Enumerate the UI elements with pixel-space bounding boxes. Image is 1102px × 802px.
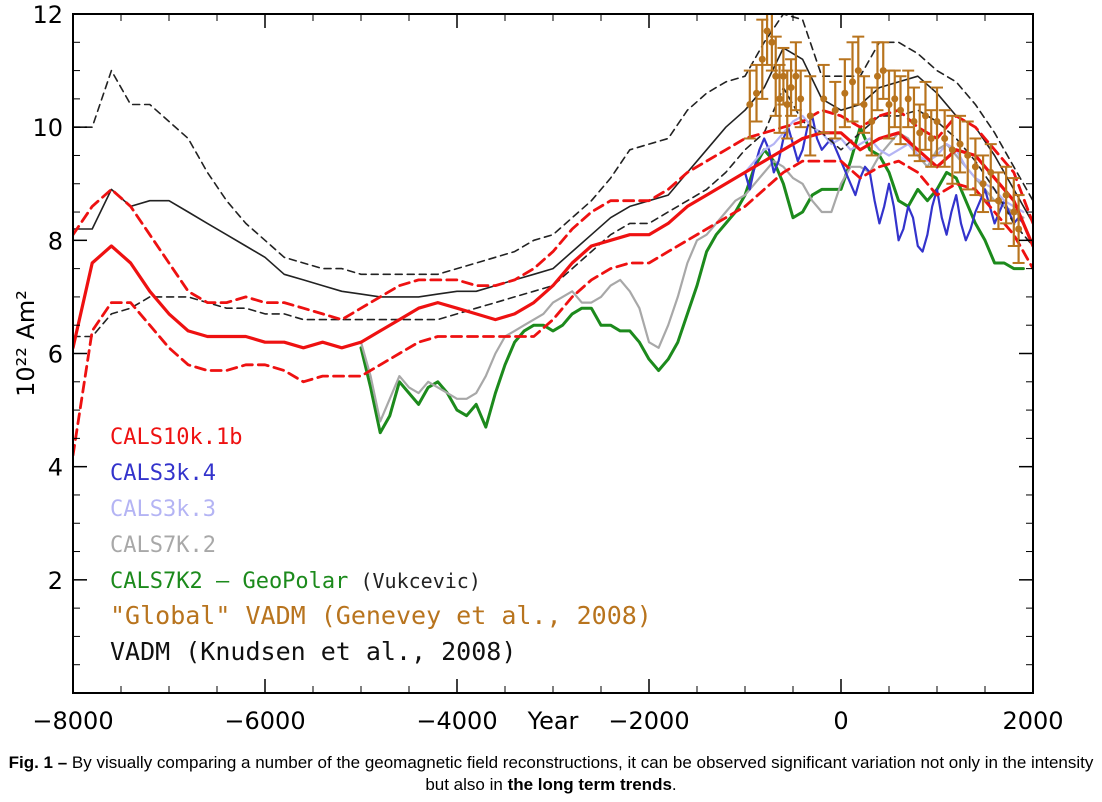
data-point [860,101,868,109]
data-point [873,72,881,80]
series-cals3k-3 [743,114,1025,214]
chart: −8000 −6000 −4000 −2000 0 2000 2 4 6 8 10 12 10²² A… [12,1,1064,735]
caption-label: Fig. 1 – [8,753,68,772]
ticks-layer: −8000 −6000 −4000 −2000 0 2000 2 4 6 8 10 12 [32,1,1063,735]
series-cals7k2-geopolar-vukcevic [359,125,1025,435]
data-point [1002,191,1010,199]
data-point [971,163,979,171]
legend-entry: CALS7K2 – GeoPolar (Vukcevic) [110,569,481,594]
x-tick-label: 2000 [1002,707,1063,735]
data-point [933,118,941,126]
data-point [921,112,929,120]
caption-end: . [671,775,677,794]
data-point [868,118,876,126]
data-point [956,140,964,148]
series-cals7k-2 [359,131,1025,423]
figure-caption: Fig. 1 – By visually comparing a number … [0,752,1102,796]
x-axis-label: Year [527,707,579,735]
series-cals10k-1b-upper-bound [73,108,1033,321]
data-point [941,134,949,142]
data-point [979,180,987,188]
data-point [797,95,805,103]
data-point [831,106,839,114]
data-point [891,95,899,103]
series-cals10k-1b [73,131,1033,350]
legend-entry: CALS7K.2 [110,533,216,558]
y-tick-label: 12 [32,1,63,29]
data-point [841,89,849,97]
data-point [768,38,776,46]
data-point [792,72,800,80]
legend-entry: CALS3k.3 [110,497,216,522]
data-point [854,67,862,75]
data-point [758,55,766,63]
data-point [753,89,761,97]
data-point [987,168,995,176]
data-point [806,112,814,120]
data-point [1010,208,1018,216]
data-point [779,72,787,80]
x-tick-label: −6000 [224,707,305,735]
y-tick-label: 4 [48,454,63,482]
data-point [746,101,754,109]
caption-bold-text: the long term trends [507,775,672,794]
y-tick-label: 2 [48,567,63,595]
y-tick-label: 6 [48,341,63,369]
data-point [948,146,956,154]
x-tick-label: −2000 [608,707,689,735]
series-global-vadm-genevey-et-al-2008 [743,14,1025,264]
data-point [927,134,935,142]
data-point [849,78,857,86]
data-point [783,101,791,109]
legend-entry: CALS3k.4 [110,461,216,486]
series-cals10k-1b-lower-bound [73,159,1033,457]
x-tick-label: 0 [833,707,848,735]
data-point [820,95,828,103]
caption-text: By visually comparing a number of the ge… [67,753,1094,794]
data-point [964,151,972,159]
data-point [1015,225,1023,233]
y-axis-label: 10²² Am² [12,290,40,397]
data-point [787,84,795,92]
series-vadm-knudsen-et-al-2008-upper-bound [73,14,1033,276]
data-point [763,27,771,35]
series-vadm-knudsen-et-al-2008 [73,47,1033,298]
data-point [772,72,780,80]
y-tick-label: 8 [48,227,63,255]
series-layer [73,14,1033,457]
legend-entry: VADM (Knudsen et al., 2008) [110,637,516,666]
data-point [885,101,893,109]
data-point [897,106,905,114]
x-tick-label: −4000 [416,707,497,735]
legend-entry: CALS10k.1b [110,425,242,450]
data-point [994,197,1002,205]
data-point [776,95,784,103]
legend-entry: "Global" VADM (Genevey et al., 2008) [110,601,652,630]
data-point [910,118,918,126]
x-tick-label: −8000 [32,707,113,735]
y-tick-label: 10 [32,114,63,142]
data-point [916,129,924,137]
legend: CALS10k.1b CALS3k.4 CALS3k.3 CALS7K.2 CALS7K… [110,425,652,666]
data-point [904,95,912,103]
